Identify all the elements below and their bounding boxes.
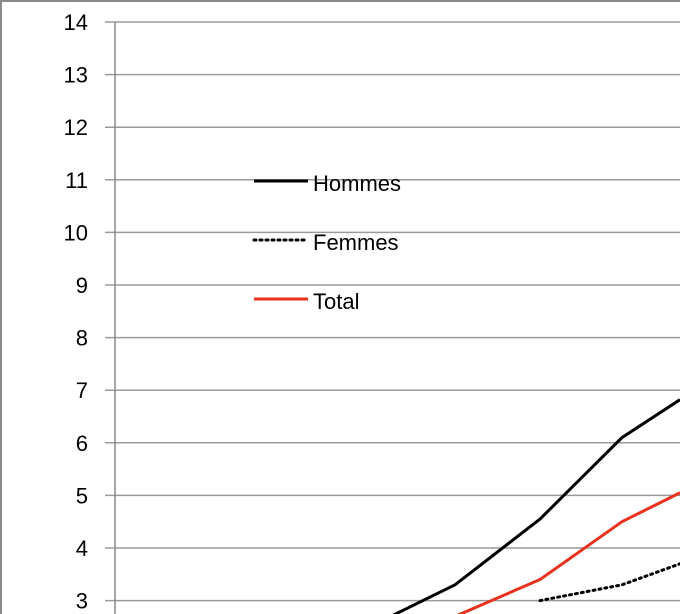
y-tick-label: 6 (76, 431, 88, 456)
series-layer (392, 398, 680, 614)
gridlines (105, 21, 680, 602)
legend-label-hommes: Hommes (313, 171, 401, 196)
series-line-total (456, 491, 680, 614)
y-axis: 3 4 5 6 7 8 9 10 11 12 13 14 (64, 10, 116, 614)
y-tick-label: 9 (76, 273, 88, 298)
y-tick-label: 10 (64, 220, 88, 245)
y-tick-label: 5 (76, 483, 88, 508)
legend-label-femmes: Femmes (313, 230, 399, 255)
y-tick-label: 8 (76, 326, 88, 351)
y-tick-label: 7 (76, 378, 88, 403)
legend-label-total: Total (313, 289, 359, 314)
legend: Hommes Femmes Total (252, 171, 401, 314)
y-tick-label: 12 (64, 115, 88, 140)
series-line-femmes (538, 562, 680, 603)
y-tick-label: 11 (65, 168, 88, 193)
y-tick-label: 14 (64, 10, 88, 35)
y-tick-label: 4 (76, 536, 88, 561)
y-tick-label: 13 (64, 63, 88, 88)
series-line-hommes (392, 398, 680, 614)
y-tick-label: 3 (76, 589, 88, 614)
